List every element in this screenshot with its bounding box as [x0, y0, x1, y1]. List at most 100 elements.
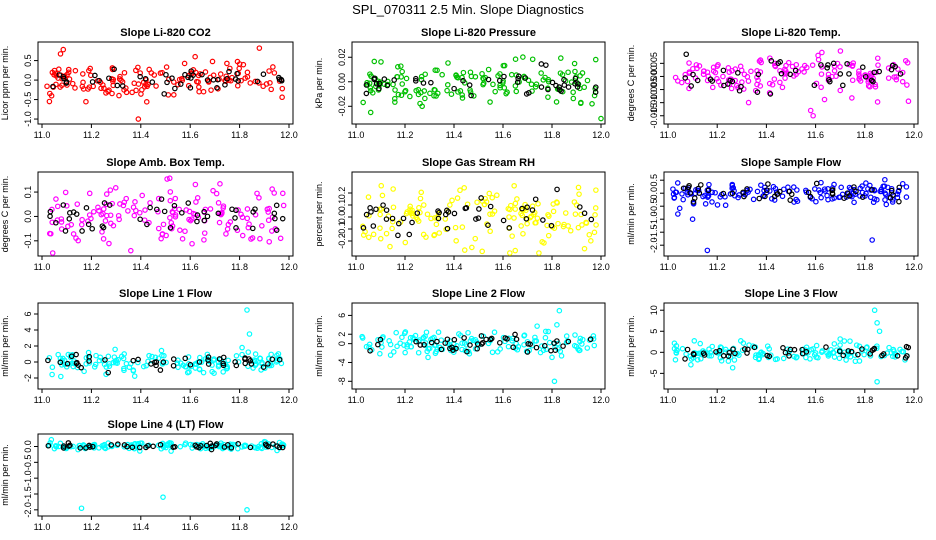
point — [420, 202, 427, 208]
point-dark — [260, 364, 267, 370]
point — [209, 58, 216, 65]
point — [505, 343, 512, 350]
point-dark — [587, 336, 594, 343]
point — [782, 75, 788, 81]
x-tick-label: 11.4 — [132, 130, 149, 140]
point — [550, 208, 557, 215]
point-dark — [545, 86, 551, 93]
point-dark — [890, 192, 896, 198]
point-dark — [150, 443, 156, 450]
point — [870, 199, 877, 206]
point — [591, 229, 598, 236]
point-dark — [845, 348, 852, 354]
data-points — [45, 307, 285, 380]
point-dark — [841, 195, 847, 201]
data-points — [44, 45, 286, 122]
point-dark — [170, 356, 177, 362]
point-dark — [233, 362, 240, 369]
point-dark — [529, 207, 536, 213]
point-outlier — [810, 112, 816, 119]
point-dark — [519, 205, 525, 212]
point — [60, 46, 67, 53]
point — [70, 363, 77, 370]
panel-title: Slope Li-820 Pressure — [421, 27, 536, 39]
point-dark — [101, 200, 108, 206]
point-dark — [265, 443, 272, 450]
x-tick-label: 11.6 — [495, 130, 512, 140]
point — [831, 341, 838, 347]
point-dark — [502, 335, 509, 341]
point — [829, 185, 836, 191]
point — [265, 209, 271, 215]
point — [698, 355, 704, 362]
point — [581, 245, 588, 252]
point — [242, 75, 248, 81]
x-tick-label: 11.6 — [182, 522, 199, 532]
point — [588, 238, 594, 244]
point — [431, 86, 438, 93]
x-tick-label: 11.8 — [544, 262, 561, 272]
point-dark — [444, 225, 451, 232]
point-dark — [115, 441, 121, 447]
point — [445, 60, 451, 66]
point — [70, 231, 77, 237]
point-dark — [438, 346, 445, 353]
point — [398, 74, 404, 80]
point-dark — [837, 71, 844, 77]
x-tick-label: 12.0 — [280, 130, 298, 140]
point — [415, 86, 422, 93]
plot-frame — [351, 302, 606, 390]
point — [130, 367, 137, 373]
point-dark — [721, 82, 727, 89]
point — [555, 346, 562, 352]
point — [52, 443, 59, 449]
point — [407, 93, 413, 100]
point-dark — [376, 85, 382, 92]
point-outlier — [367, 109, 374, 116]
point-dark — [514, 79, 521, 85]
y-tick-label: -4 — [337, 358, 347, 366]
point — [241, 442, 248, 449]
point — [469, 244, 475, 251]
point-dark — [869, 347, 876, 354]
point — [486, 190, 493, 197]
point — [213, 190, 220, 197]
point-dark — [698, 182, 704, 188]
point — [578, 99, 584, 106]
point — [873, 345, 880, 352]
point-dark — [204, 77, 211, 83]
point — [818, 194, 824, 201]
point — [573, 343, 580, 350]
point-dark — [53, 219, 59, 226]
point — [874, 55, 881, 62]
point-dark — [553, 82, 559, 89]
point-dark — [549, 79, 556, 86]
point — [428, 336, 434, 343]
point-outlier — [246, 331, 253, 337]
point — [728, 85, 735, 92]
point — [897, 346, 903, 353]
point — [415, 218, 422, 224]
point — [539, 343, 545, 349]
point-dark — [453, 345, 459, 352]
point-dark — [830, 60, 837, 67]
point — [72, 85, 78, 91]
point — [863, 190, 869, 197]
point — [137, 209, 143, 216]
point — [757, 57, 764, 63]
point — [431, 92, 437, 99]
point — [216, 219, 223, 226]
point-dark — [137, 73, 143, 80]
point-dark — [111, 66, 117, 72]
point — [576, 347, 582, 354]
point — [97, 354, 104, 361]
x-tick-label: 12.0 — [280, 522, 298, 532]
point-dark — [548, 347, 554, 354]
x-tick-label: 11.2 — [83, 522, 100, 532]
x-tick-label: 11.4 — [758, 130, 775, 140]
point — [679, 345, 686, 352]
point — [272, 226, 279, 232]
point — [853, 342, 860, 348]
point — [370, 231, 377, 238]
point-dark — [510, 344, 516, 351]
